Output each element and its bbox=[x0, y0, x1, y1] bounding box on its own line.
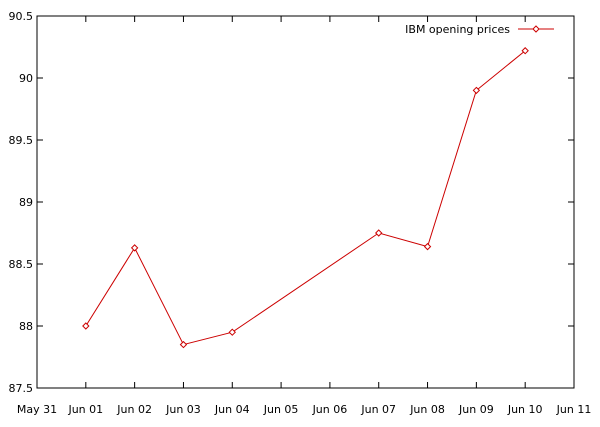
x-tick-label: Jun 10 bbox=[507, 403, 543, 416]
y-tick-label: 90.5 bbox=[9, 10, 34, 23]
x-tick-label: Jun 11 bbox=[556, 403, 592, 416]
plot-frame bbox=[36, 15, 575, 389]
data-point bbox=[521, 47, 529, 55]
y-tick-label: 87.5 bbox=[9, 382, 34, 395]
x-tick-label: Jun 08 bbox=[409, 403, 445, 416]
y-tick-label: 88.5 bbox=[9, 258, 34, 271]
legend-marker bbox=[532, 25, 540, 33]
data-point bbox=[472, 86, 481, 95]
data-point bbox=[228, 328, 236, 336]
x-axis: May 31 Jun 01 Jun 02 Jun 03 Jun 04 Jun 05 Jun … bbox=[17, 16, 591, 416]
x-tick-label: Jun 01 bbox=[67, 403, 103, 416]
x-tick-label: Jun 09 bbox=[458, 403, 494, 416]
x-tick-label: Jun 03 bbox=[165, 403, 201, 416]
data-point bbox=[179, 340, 188, 349]
x-tick-label: Jun 02 bbox=[116, 403, 152, 416]
data-point bbox=[375, 229, 383, 237]
x-tick-label: Jun 05 bbox=[263, 403, 299, 416]
x-tick-label: May 31 bbox=[17, 403, 57, 416]
x-tick-label: Jun 07 bbox=[360, 403, 396, 416]
x-tick-label: Jun 04 bbox=[214, 403, 250, 416]
legend: IBM opening prices bbox=[405, 23, 554, 36]
series-ibm-opening-prices bbox=[82, 47, 529, 349]
series-line bbox=[85, 50, 526, 346]
x-tick-label: Jun 06 bbox=[312, 403, 348, 416]
y-tick-label: 89 bbox=[19, 196, 33, 209]
y-axis: 87.5 88 88.5 89 89.5 90 90.5 bbox=[9, 10, 574, 395]
data-point bbox=[82, 322, 90, 330]
y-tick-label: 89.5 bbox=[9, 134, 34, 147]
y-tick-label: 90 bbox=[19, 72, 33, 85]
data-point bbox=[423, 242, 432, 251]
legend-label: IBM opening prices bbox=[405, 23, 510, 36]
y-tick-label: 88 bbox=[19, 320, 33, 333]
data-point bbox=[130, 244, 139, 252]
